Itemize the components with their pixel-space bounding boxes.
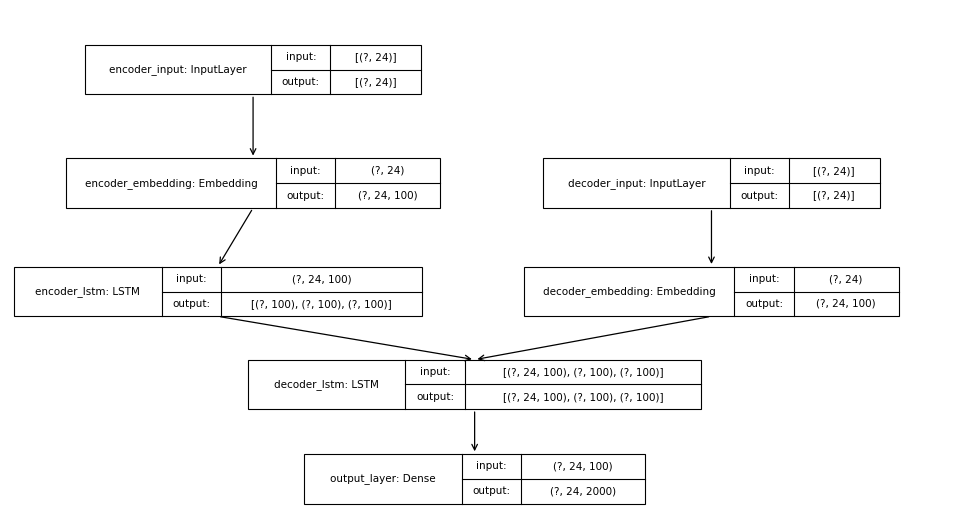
Text: (?, 24, 2000): (?, 24, 2000) [550, 486, 616, 496]
Text: input:: input: [476, 461, 507, 472]
Text: output:: output: [740, 190, 778, 201]
Text: input:: input: [419, 367, 451, 377]
Bar [66, 158, 440, 208]
Text: decoder_embedding: Embedding: decoder_embedding: Embedding [543, 286, 715, 297]
Text: output:: output: [282, 77, 320, 87]
Text: (?, 24, 100): (?, 24, 100) [817, 299, 876, 309]
Text: (?, 24): (?, 24) [830, 274, 862, 284]
Text: output:: output: [745, 299, 783, 309]
Text: output:: output: [173, 299, 210, 309]
Bar [14, 267, 422, 316]
Text: [(?, 100), (?, 100), (?, 100)]: [(?, 100), (?, 100), (?, 100)] [251, 299, 392, 309]
Text: [(?, 24)]: [(?, 24)] [814, 190, 855, 201]
Bar [524, 267, 899, 316]
Bar [85, 45, 421, 94]
Text: input:: input: [286, 52, 316, 62]
Text: (?, 24, 100): (?, 24, 100) [291, 274, 351, 284]
Text: encoder_lstm: LSTM: encoder_lstm: LSTM [35, 286, 140, 297]
Text: decoder_lstm: LSTM: decoder_lstm: LSTM [274, 379, 379, 390]
Text: (?, 24): (?, 24) [371, 166, 404, 176]
Text: [(?, 24, 100), (?, 100), (?, 100)]: [(?, 24, 100), (?, 100), (?, 100)] [502, 392, 664, 402]
Text: input:: input: [290, 166, 321, 176]
Text: output:: output: [473, 486, 510, 496]
Text: [(?, 24, 100), (?, 100), (?, 100)]: [(?, 24, 100), (?, 100), (?, 100)] [502, 367, 664, 377]
Text: (?, 24, 100): (?, 24, 100) [358, 190, 417, 201]
Text: output:: output: [416, 392, 454, 402]
Text: output:: output: [286, 190, 325, 201]
Text: [(?, 24)]: [(?, 24)] [814, 166, 855, 176]
Bar [248, 360, 701, 409]
Text: [(?, 24)]: [(?, 24)] [355, 52, 396, 62]
Text: encoder_embedding: Embedding: encoder_embedding: Embedding [85, 178, 257, 189]
Text: [(?, 24)]: [(?, 24)] [355, 77, 396, 87]
Text: encoder_input: InputLayer: encoder_input: InputLayer [109, 64, 247, 75]
Text: (?, 24, 100): (?, 24, 100) [553, 461, 613, 472]
Text: decoder_input: InputLayer: decoder_input: InputLayer [567, 178, 706, 189]
Bar [543, 158, 880, 208]
Text: input:: input: [176, 274, 207, 284]
Text: input:: input: [744, 166, 775, 176]
Text: output_layer: Dense: output_layer: Dense [330, 473, 435, 485]
Text: input:: input: [749, 274, 779, 284]
Bar [304, 454, 645, 504]
